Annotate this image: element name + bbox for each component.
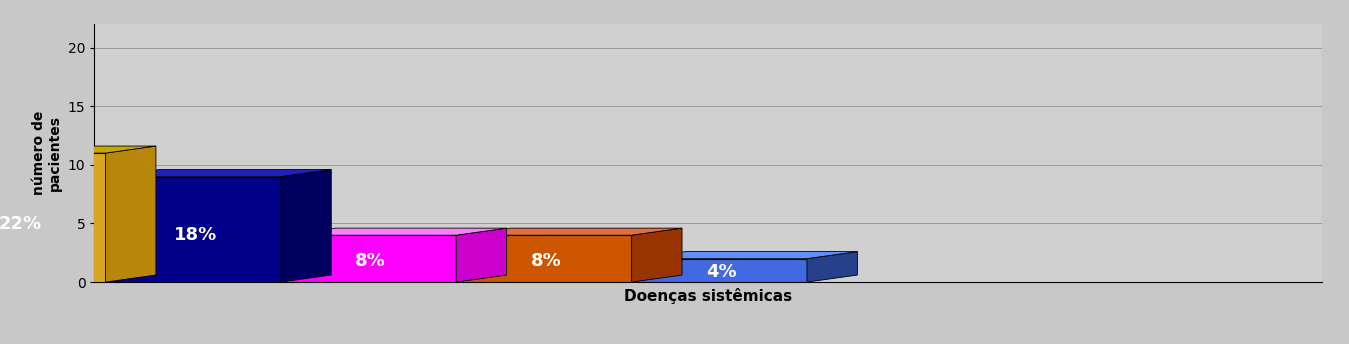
X-axis label: Doenças sistêmicas: Doenças sistêmicas [625, 288, 792, 304]
FancyBboxPatch shape [635, 259, 807, 282]
Text: 8%: 8% [530, 252, 561, 270]
FancyBboxPatch shape [285, 235, 456, 282]
Polygon shape [285, 228, 507, 235]
Text: 18%: 18% [174, 226, 217, 244]
Polygon shape [807, 251, 858, 282]
Text: 8%: 8% [355, 252, 386, 270]
Polygon shape [456, 228, 507, 282]
Polygon shape [631, 228, 683, 282]
Text: 22%: 22% [0, 215, 42, 233]
FancyBboxPatch shape [0, 153, 105, 282]
Polygon shape [635, 251, 858, 259]
Polygon shape [105, 146, 156, 282]
FancyBboxPatch shape [109, 176, 281, 282]
FancyBboxPatch shape [460, 235, 631, 282]
Polygon shape [281, 170, 332, 282]
Text: 4%: 4% [706, 262, 737, 280]
Y-axis label: número de
pacientes: número de pacientes [32, 111, 62, 195]
Polygon shape [460, 228, 683, 235]
Polygon shape [109, 170, 332, 176]
Polygon shape [0, 146, 156, 153]
